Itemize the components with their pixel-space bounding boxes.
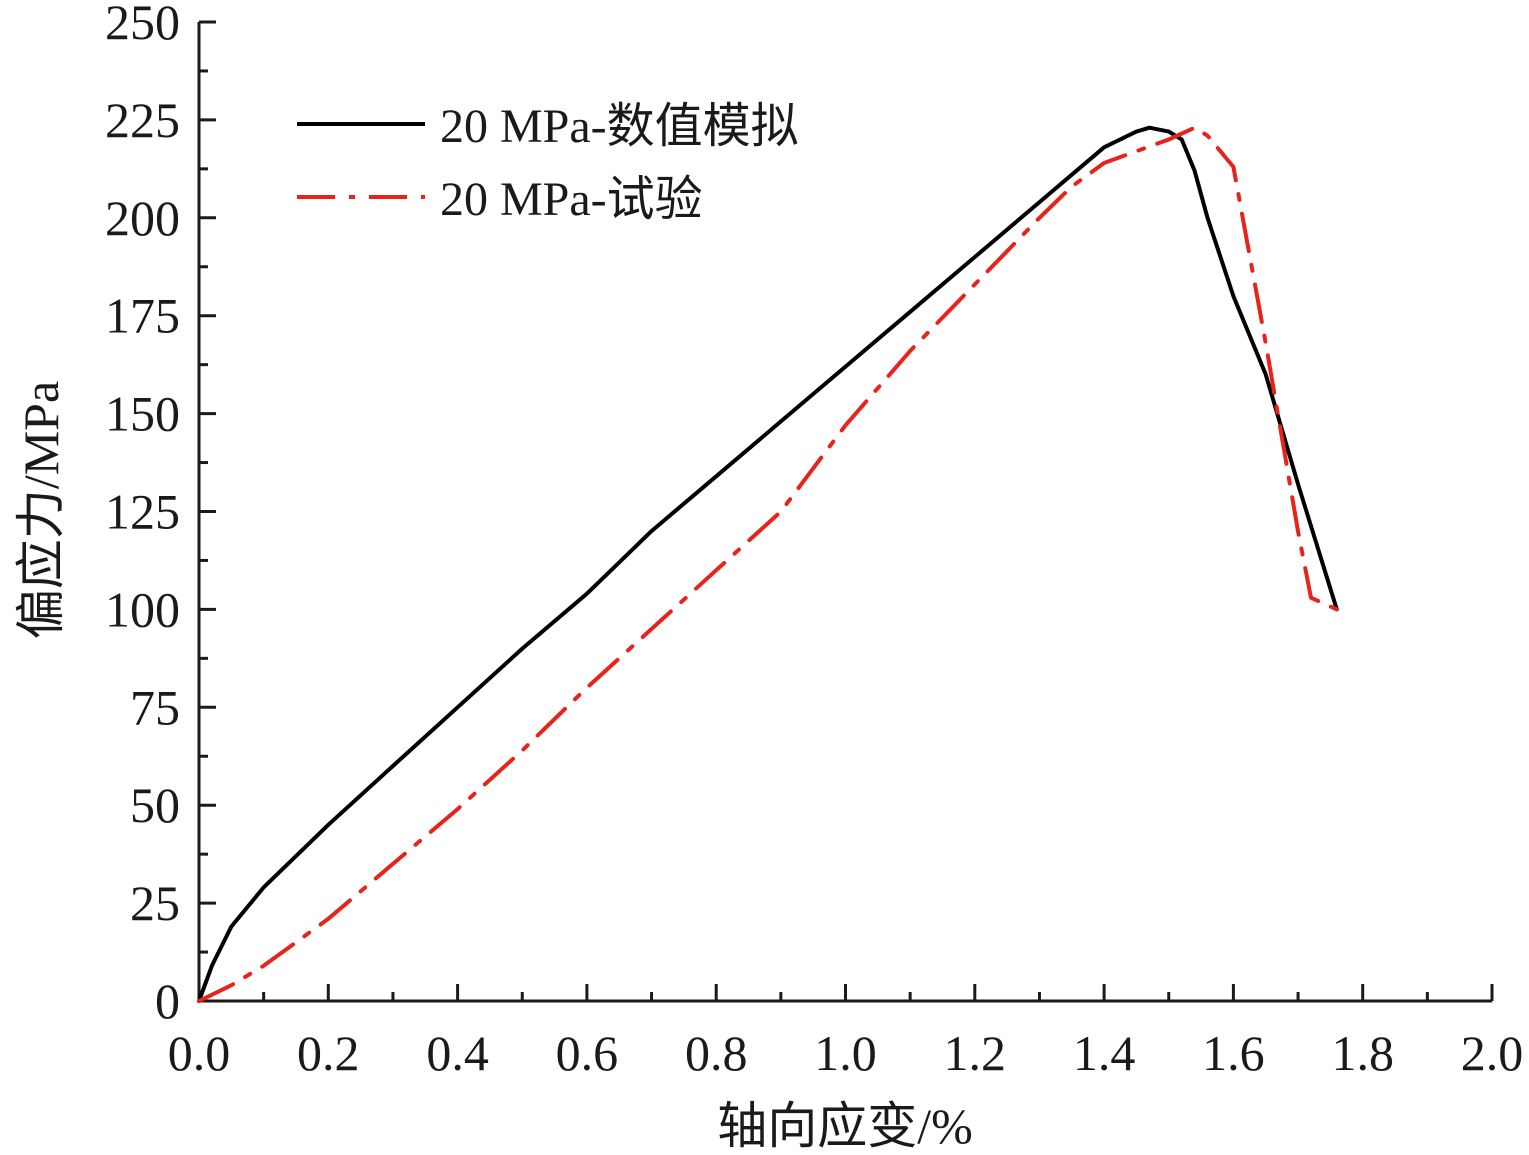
y-tick-label: 200 <box>105 190 180 246</box>
y-tick-label: 100 <box>105 581 180 637</box>
x-tick-label: 1.2 <box>944 1025 1007 1081</box>
x-tick-label: 0.0 <box>168 1025 231 1081</box>
x-tick-label: 1.0 <box>814 1025 877 1081</box>
x-tick-label: 1.6 <box>1202 1025 1265 1081</box>
x-tick-label: 1.4 <box>1073 1025 1136 1081</box>
series-line-0 <box>197 125 1339 1003</box>
x-tick-label: 0.2 <box>297 1025 360 1081</box>
y-tick-label: 0 <box>155 973 180 1029</box>
x-tick-label: 0.8 <box>685 1025 748 1081</box>
y-tick-label: 250 <box>105 0 180 50</box>
y-tick-label: 150 <box>105 386 180 442</box>
y-tick-label: 50 <box>130 777 180 833</box>
x-tick-label: 0.4 <box>426 1025 489 1081</box>
y-axis-title: 偏应力/MPa <box>13 381 69 639</box>
x-tick-label: 2.0 <box>1461 1025 1524 1081</box>
legend-label-numerical: 20 MPa-数值模拟 <box>440 100 799 153</box>
x-tick-label: 1.8 <box>1331 1025 1394 1081</box>
x-tick-label: 0.6 <box>556 1025 619 1081</box>
y-tick-label: 75 <box>130 679 180 735</box>
y-tick-label: 125 <box>105 484 180 540</box>
legend-label-experiment: 20 MPa-试验 <box>440 173 703 226</box>
series-layer <box>197 125 1339 1003</box>
x-axis-title: 轴向应变/% <box>717 1098 973 1154</box>
series-line-1 <box>197 125 1339 1003</box>
y-tick-label: 175 <box>105 288 180 344</box>
y-tick-label: 225 <box>105 92 180 148</box>
legend: 20 MPa-数值模拟 20 MPa-试验 <box>297 100 799 226</box>
axes: 0.0 0.2 0.4 0.6 0.8 1.0 1.2 1.4 1.6 1.8 2.0 0 25 50 75… <box>105 0 1523 1081</box>
y-tick-label: 25 <box>130 875 180 931</box>
